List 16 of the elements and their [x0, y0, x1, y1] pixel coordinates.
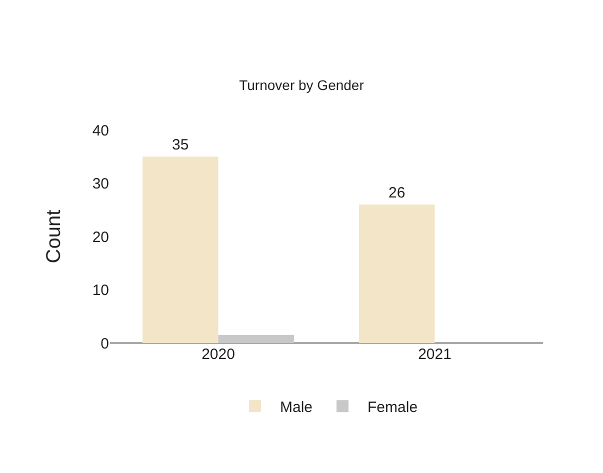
y-tick-label: 0: [100, 335, 109, 352]
y-tick-label: 40: [92, 122, 109, 140]
bar: [142, 156, 218, 343]
x-tick-label: 2021: [418, 346, 452, 363]
y-tick-label: 30: [92, 176, 109, 192]
data-label: 26: [388, 184, 406, 202]
chart-title: Turnover by Gender: [239, 77, 364, 94]
legend-label: Male: [280, 398, 313, 416]
legend-label: Female: [368, 398, 418, 416]
data-label: 35: [172, 136, 189, 154]
bar: [358, 204, 435, 343]
y-tick-label: 10: [92, 282, 109, 299]
x-tick-label: 2020: [202, 346, 235, 363]
bar: [218, 335, 294, 343]
y-tick-label: 20: [92, 228, 109, 246]
y-axis-title: Count: [43, 209, 65, 264]
